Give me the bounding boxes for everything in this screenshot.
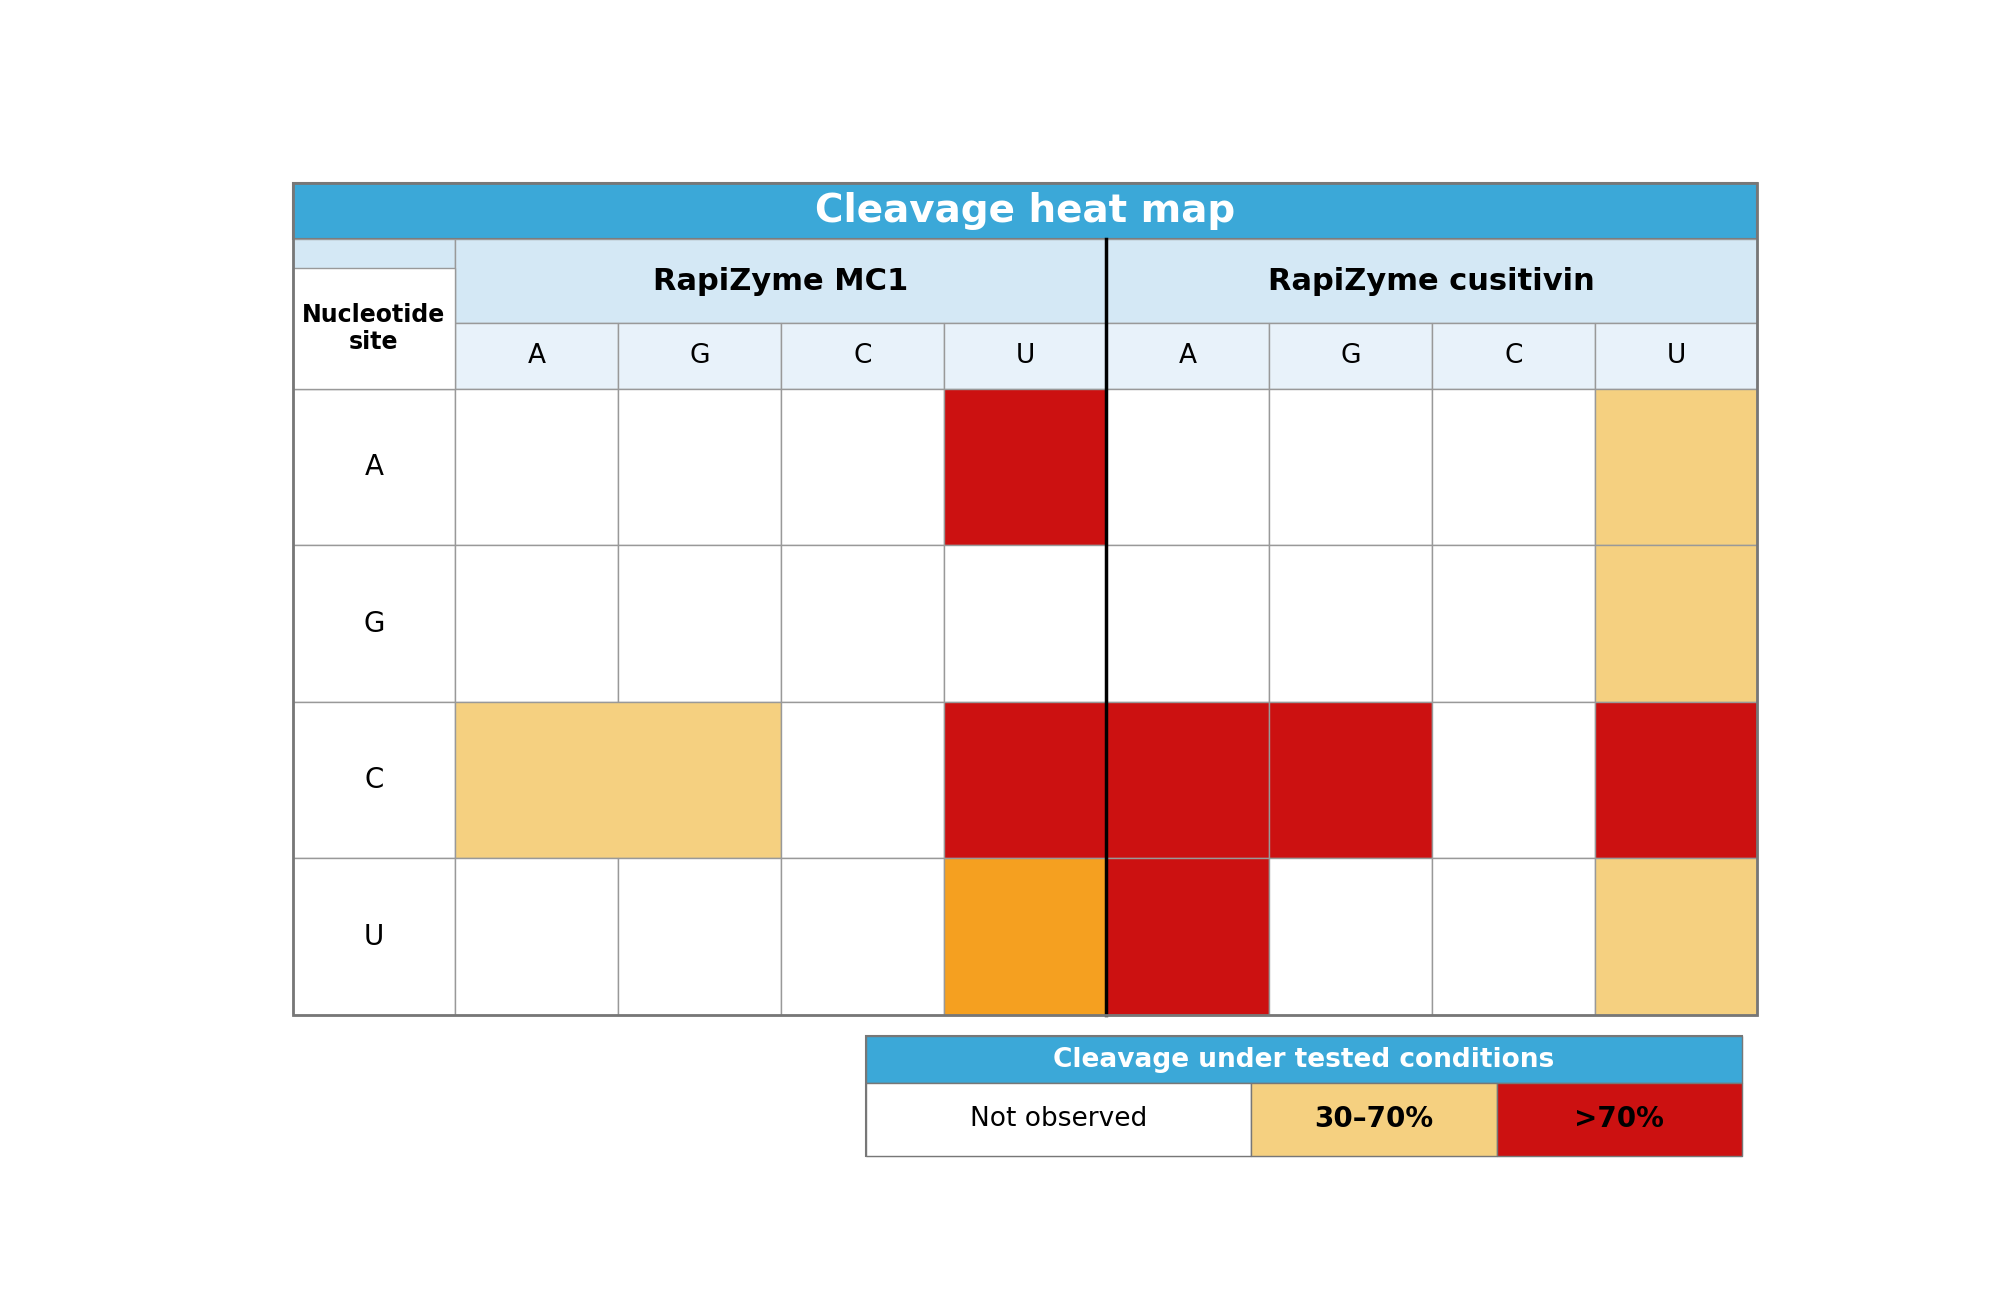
Text: U: U: [1016, 343, 1034, 369]
Bar: [292, 183, 1758, 1014]
Bar: [1106, 702, 1270, 859]
Bar: [944, 702, 1106, 859]
Bar: [292, 323, 456, 389]
Bar: [456, 323, 618, 389]
Bar: [1252, 1083, 1496, 1156]
Bar: [292, 238, 456, 323]
Text: A: A: [528, 343, 546, 369]
Text: A: A: [364, 453, 384, 482]
Bar: [1106, 238, 1758, 323]
Bar: [292, 859, 456, 1014]
Bar: [1270, 702, 1432, 859]
Bar: [456, 702, 780, 859]
Bar: [866, 1037, 1742, 1156]
Bar: [1432, 859, 1594, 1014]
Text: Cleavage heat map: Cleavage heat map: [814, 192, 1236, 230]
Bar: [1496, 1083, 1742, 1156]
Bar: [1106, 389, 1270, 546]
Bar: [944, 859, 1106, 1014]
Bar: [1594, 323, 1758, 389]
Bar: [866, 1083, 1252, 1156]
Bar: [780, 389, 944, 546]
Bar: [292, 389, 456, 546]
Bar: [292, 183, 1758, 238]
Bar: [780, 702, 944, 859]
Bar: [1594, 859, 1758, 1014]
Bar: [618, 323, 780, 389]
Bar: [944, 323, 1106, 389]
Text: G: G: [364, 610, 384, 637]
Bar: [1270, 546, 1432, 702]
Text: C: C: [364, 766, 384, 795]
Bar: [1106, 859, 1270, 1014]
Text: U: U: [1666, 343, 1686, 369]
Bar: [1594, 702, 1758, 859]
Text: C: C: [1504, 343, 1522, 369]
Text: G: G: [690, 343, 710, 369]
Bar: [618, 859, 780, 1014]
Text: RapiZyme cusitivin: RapiZyme cusitivin: [1268, 267, 1596, 296]
Bar: [1270, 859, 1432, 1014]
Bar: [780, 323, 944, 389]
Text: A: A: [1178, 343, 1196, 369]
Bar: [456, 238, 1106, 323]
Bar: [1106, 546, 1270, 702]
Text: RapiZyme MC1: RapiZyme MC1: [654, 267, 908, 296]
Bar: [1432, 702, 1594, 859]
Bar: [1594, 546, 1758, 702]
Bar: [944, 546, 1106, 702]
Bar: [456, 859, 618, 1014]
Bar: [292, 268, 456, 389]
Bar: [456, 546, 618, 702]
Text: Not observed: Not observed: [970, 1106, 1148, 1132]
Bar: [618, 389, 780, 546]
Bar: [456, 389, 618, 546]
Bar: [618, 546, 780, 702]
Bar: [1432, 389, 1594, 546]
Bar: [866, 1037, 1742, 1083]
Text: 30–70%: 30–70%: [1314, 1105, 1434, 1134]
Bar: [1106, 323, 1270, 389]
Bar: [944, 389, 1106, 546]
Text: G: G: [1340, 343, 1360, 369]
Bar: [1432, 546, 1594, 702]
Bar: [292, 268, 456, 323]
Bar: [1270, 323, 1432, 389]
Text: >70%: >70%: [1574, 1105, 1664, 1134]
Bar: [1270, 389, 1432, 546]
Text: RNase: RNase: [336, 270, 412, 293]
Bar: [1432, 323, 1594, 389]
Text: C: C: [854, 343, 872, 369]
Text: Nucleotide
site: Nucleotide site: [302, 302, 446, 355]
Bar: [292, 702, 456, 859]
Bar: [780, 546, 944, 702]
Bar: [1594, 389, 1758, 546]
Bar: [292, 546, 456, 702]
Bar: [780, 859, 944, 1014]
Text: U: U: [364, 923, 384, 950]
Text: Cleavage under tested conditions: Cleavage under tested conditions: [1054, 1046, 1554, 1072]
